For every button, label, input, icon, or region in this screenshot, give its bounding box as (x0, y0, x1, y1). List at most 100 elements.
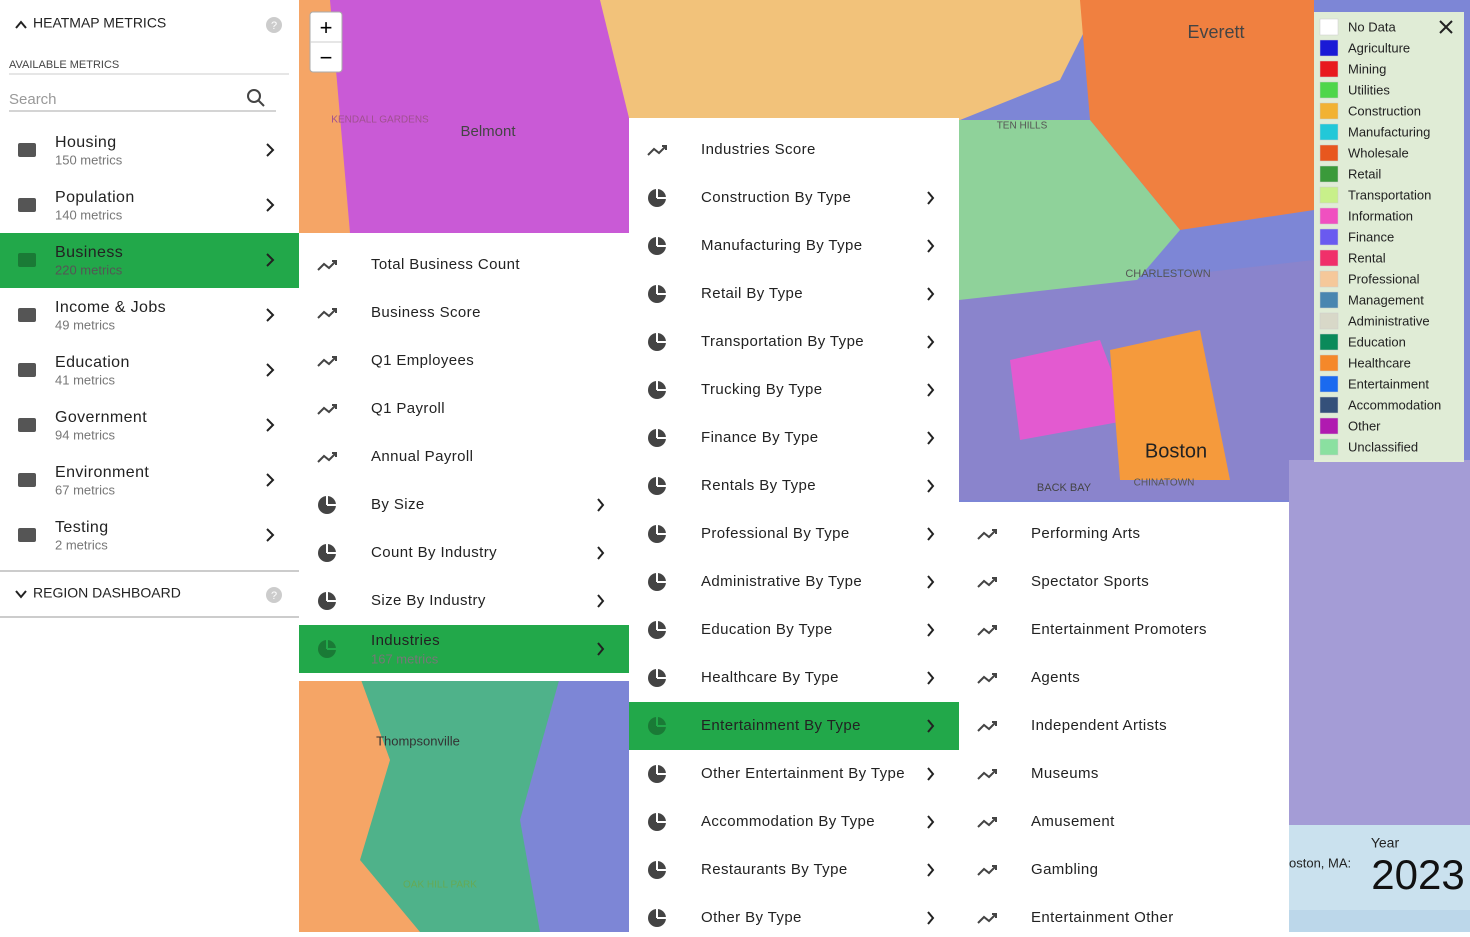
menu-item[interactable]: Performing Arts (977, 525, 1140, 542)
legend-close[interactable] (1439, 20, 1453, 34)
category-count: 2 metrics (55, 537, 108, 552)
pie-cut (656, 524, 667, 535)
chevron (927, 815, 935, 829)
menu-panel (299, 233, 629, 681)
legend-swatch (1319, 354, 1339, 372)
category-name: Income & Jobs (55, 299, 166, 316)
menu-item[interactable]: Transportation By Type (648, 332, 935, 351)
item-label: Business Score (371, 304, 481, 321)
menu-item[interactable]: Manufacturing By Type (648, 236, 935, 255)
legend-swatch (1319, 396, 1339, 414)
menu-item[interactable]: Rentals By Type (648, 476, 935, 495)
menu-item[interactable]: Other Entertainment By Type (648, 764, 935, 783)
zoom-out[interactable]: − (320, 45, 333, 70)
menu-item[interactable]: Trucking By Type (648, 380, 935, 399)
search-input[interactable]: Search (9, 91, 57, 108)
menu-item[interactable]: Count By Industry (318, 543, 605, 562)
trend-icon (317, 452, 337, 463)
menu-item[interactable]: Business Score (317, 304, 481, 321)
region-name: oston, MA: (1289, 855, 1351, 870)
trend-icon (977, 673, 997, 684)
legend-label: Construction (1348, 103, 1421, 118)
menu-item[interactable]: Total Business Count (317, 256, 520, 273)
legend-swatch (1319, 375, 1339, 393)
menu-item[interactable]: Finance By Type (648, 428, 935, 447)
map-label: OAK HILL PARK (403, 880, 477, 891)
legend-label: Finance (1348, 229, 1394, 244)
menu-item[interactable]: Other By Type (648, 908, 935, 927)
item-highlight (299, 625, 629, 673)
category-count: 41 metrics (55, 372, 115, 387)
category-name: Government (55, 409, 147, 426)
menu-item[interactable]: Construction By Type (648, 188, 935, 207)
trend-icon (977, 865, 997, 876)
category-name: Business (55, 244, 123, 261)
menu-item[interactable]: Industries Score (647, 141, 816, 158)
item-label: Education By Type (701, 621, 833, 638)
legend-label: Mining (1348, 61, 1386, 76)
item-label: Finance By Type (701, 429, 818, 446)
legend-swatch (1319, 123, 1339, 141)
legend-swatch (1319, 102, 1339, 120)
chevron (927, 287, 935, 301)
chevron (266, 253, 275, 267)
menu-item[interactable]: Spectator Sports (977, 573, 1149, 590)
pie-cut (326, 591, 337, 602)
menu-item[interactable]: Restaurants By Type (648, 860, 935, 879)
category-icon (18, 198, 36, 212)
menu-item[interactable]: Entertainment By Type (629, 702, 959, 750)
legend-swatch (1319, 18, 1339, 36)
chevron (266, 473, 275, 487)
pie-cut (656, 380, 667, 391)
sidebar-title[interactable]: HEATMAP METRICS (33, 15, 166, 31)
menu-item[interactable]: Q1 Employees (317, 352, 474, 369)
item-label: Industries Score (701, 141, 816, 158)
chevron (927, 239, 935, 253)
legend-label: Agriculture (1348, 40, 1410, 55)
menu-item[interactable]: Amusement (977, 813, 1115, 830)
menu-item[interactable]: Entertainment Other (977, 909, 1174, 926)
category-icon (18, 528, 36, 542)
menu-item[interactable]: Administrative By Type (648, 572, 935, 591)
menu-item[interactable]: Retail By Type (648, 284, 935, 303)
menu-item[interactable]: By Size (318, 495, 605, 514)
menu-item[interactable]: Q1 Payroll (317, 400, 445, 417)
category-icon (18, 253, 36, 267)
pie-cut (326, 543, 337, 554)
item-label: Museums (1031, 765, 1099, 782)
zoom-in[interactable]: + (320, 15, 333, 40)
menu-item[interactable]: Professional By Type (648, 524, 935, 543)
menu-item[interactable]: Healthcare By Type (648, 668, 935, 687)
menu-item[interactable]: Agents (977, 669, 1080, 686)
menu-item[interactable]: Independent Artists (977, 717, 1167, 734)
menu-item[interactable]: Museums (977, 765, 1099, 782)
item-label: Construction By Type (701, 189, 851, 206)
map-label: Belmont (460, 123, 516, 140)
map-label: Boston (1145, 440, 1207, 462)
category-count: 220 metrics (55, 262, 123, 277)
menu-item[interactable]: Annual Payroll (317, 448, 473, 465)
pie-cut (656, 764, 667, 775)
item-label: Entertainment By Type (701, 717, 861, 734)
chevron (597, 546, 605, 560)
menu-item[interactable]: Industries 167 metrics (299, 625, 629, 673)
menu-item[interactable]: Gambling (977, 861, 1098, 878)
menu-item[interactable]: Size By Industry (318, 591, 605, 610)
menu-item[interactable]: Education By Type (648, 620, 935, 639)
available-label: AVAILABLE METRICS (9, 59, 119, 71)
menu-item[interactable]: Entertainment Promoters (977, 621, 1207, 638)
item-label: Retail By Type (701, 285, 803, 302)
menu-item[interactable]: Accommodation By Type (648, 812, 935, 831)
chevron (927, 431, 935, 445)
legend-label: Manufacturing (1348, 124, 1430, 139)
region-dashboard-title[interactable]: REGION DASHBOARD (33, 585, 181, 601)
trend-icon (317, 308, 337, 319)
